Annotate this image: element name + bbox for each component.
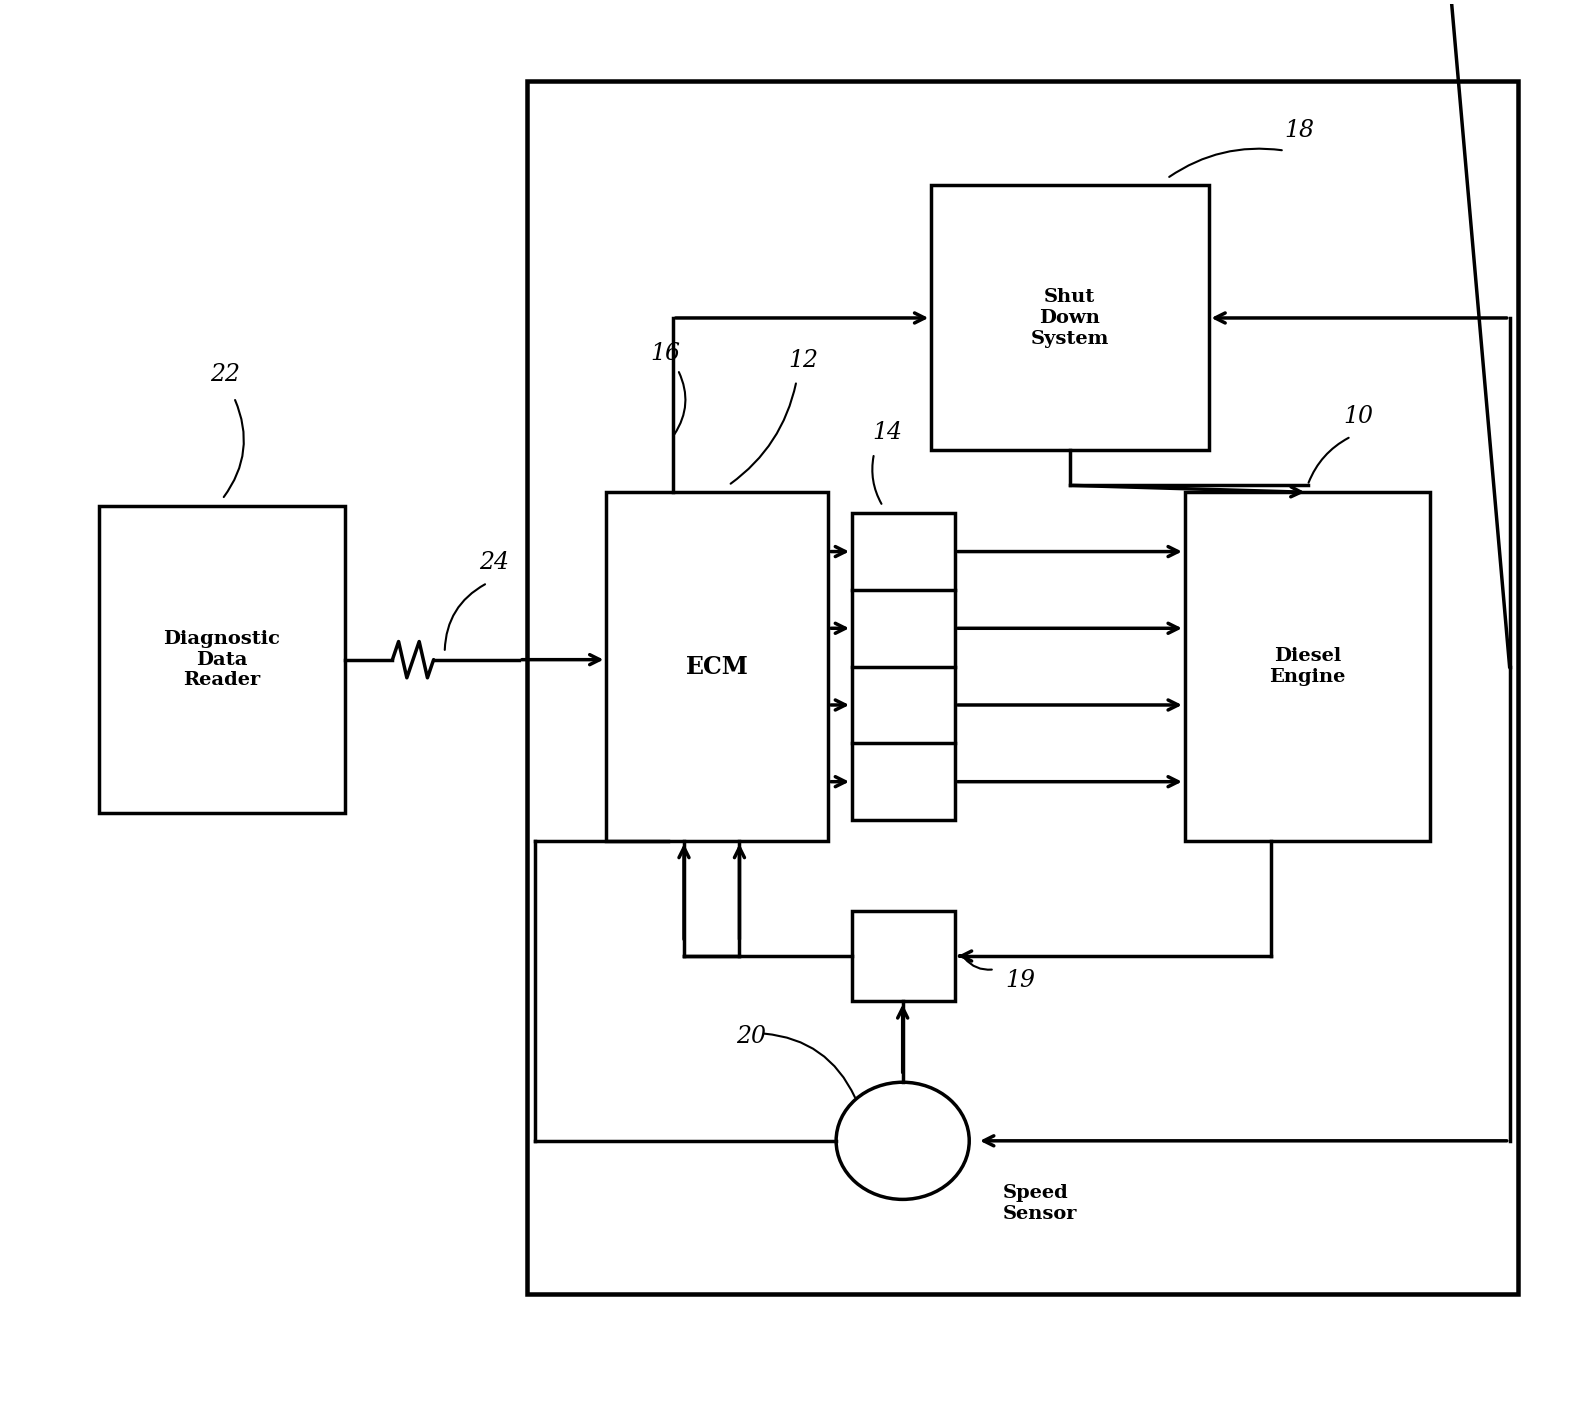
Text: 14: 14 xyxy=(873,421,903,445)
Text: 12: 12 xyxy=(789,349,819,372)
Bar xyxy=(932,185,1209,450)
Bar xyxy=(607,492,828,840)
Text: 24: 24 xyxy=(479,551,510,574)
Text: 10: 10 xyxy=(1343,404,1373,428)
Text: 16: 16 xyxy=(650,342,680,365)
Bar xyxy=(99,506,344,814)
Text: 18: 18 xyxy=(1284,119,1314,142)
Bar xyxy=(1185,492,1431,840)
Text: 22: 22 xyxy=(210,363,241,386)
Bar xyxy=(527,81,1518,1294)
Bar xyxy=(852,513,954,819)
Text: Speed
Sensor: Speed Sensor xyxy=(1002,1184,1077,1223)
Circle shape xyxy=(836,1082,969,1200)
Text: Diagnostic
Data
Reader: Diagnostic Data Reader xyxy=(164,630,280,689)
Text: Shut
Down
System: Shut Down System xyxy=(1031,288,1109,348)
Text: 19: 19 xyxy=(1005,969,1035,992)
Text: ECM: ECM xyxy=(687,655,749,679)
Bar xyxy=(852,911,954,1002)
Text: 20: 20 xyxy=(736,1026,766,1048)
Text: Diesel
Engine: Diesel Engine xyxy=(1270,647,1346,686)
